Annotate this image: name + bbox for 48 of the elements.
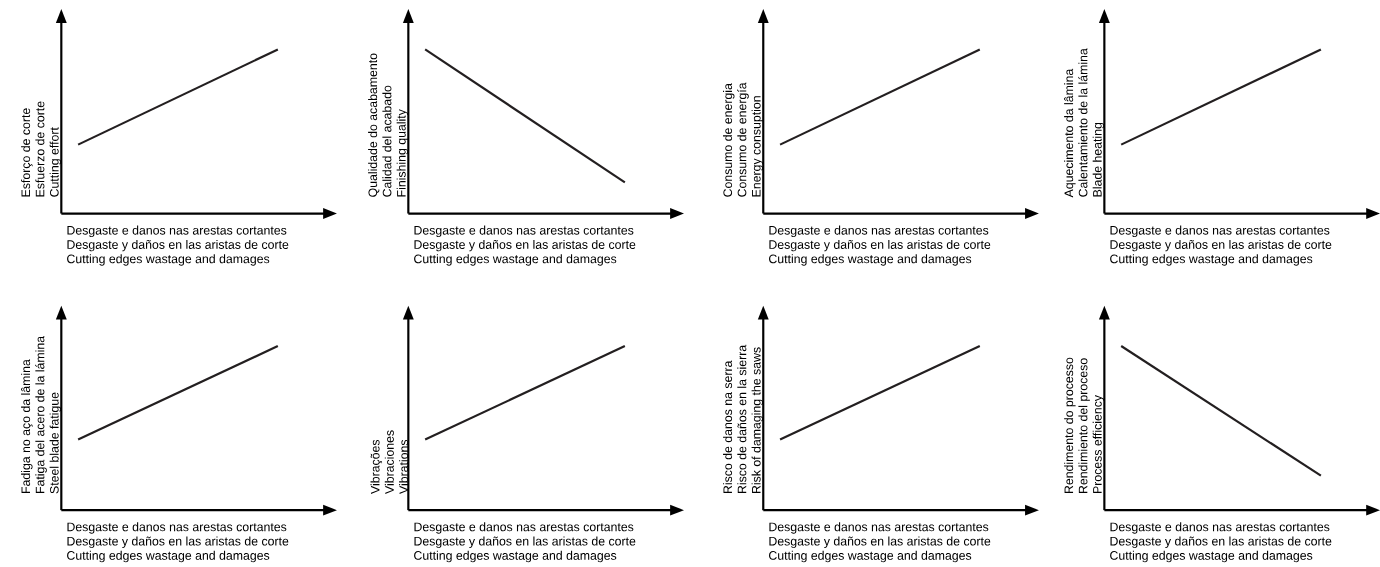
text: Rendimiento del proceso xyxy=(1078,358,1090,494)
text: Cutting edges wastage and damages xyxy=(1110,551,1313,563)
text: Finishing quality xyxy=(396,109,409,197)
text: Desgaste y daños en las aristas de corte xyxy=(414,536,636,549)
text: Desgaste y daños en las aristas de corte xyxy=(67,240,289,252)
text: Calidad del acabado xyxy=(382,85,392,198)
text: Desgaste e danos nas arestas cortantes xyxy=(414,225,634,238)
text: Energy consuption xyxy=(751,96,764,197)
text: Desgaste e danos nas arestas cortantes xyxy=(67,522,287,534)
text: Aquecimento da lâmina xyxy=(1064,69,1076,198)
text: Cutting edges wastage and damages xyxy=(769,551,972,563)
text: Risco de daños en la sierra xyxy=(737,345,747,494)
text: Risk of damaging the saws xyxy=(751,347,764,494)
text: Desgaste y daños en las aristas de corte xyxy=(769,536,991,549)
text: Rendimento do processo xyxy=(1064,357,1076,494)
text: Desgaste e danos nas arestas cortantes xyxy=(769,522,989,534)
text: Vibraciones xyxy=(384,430,394,495)
text: Calentamiento de la lámina xyxy=(1078,48,1088,198)
text: Desgaste y daños en las aristas de corte xyxy=(1110,536,1332,549)
text: Consumo de energía xyxy=(737,82,749,198)
text: Vibrations xyxy=(399,440,409,495)
text: Cutting edges wastage and damages xyxy=(414,551,617,563)
text: Desgaste y daños en las aristas de corte xyxy=(1110,240,1332,252)
text: Esfuerzo de corte xyxy=(35,101,45,197)
text: Cutting edges wastage and damages xyxy=(414,254,617,266)
text: Process efficiency xyxy=(1092,395,1105,494)
text: Vibrações xyxy=(370,440,383,495)
text: Desgaste e danos nas arestas cortantes xyxy=(1110,522,1330,534)
text: Cutting edges wastage and damages xyxy=(67,551,270,563)
text: Cutting edges wastage and damages xyxy=(769,254,972,266)
text: Esforço de corte xyxy=(21,108,33,197)
text: Cutting edges wastage and damages xyxy=(67,254,270,266)
text: Desgaste y daños en las aristas de corte xyxy=(414,240,636,252)
text: Steel blade fatigue xyxy=(49,392,62,494)
text: Desgaste y daños en las aristas de corte xyxy=(67,536,289,549)
text: Fatiga del acero de la lámina xyxy=(35,336,47,494)
text: Desgaste e danos nas arestas cortantes xyxy=(414,522,634,534)
text: Risco de danos na serra xyxy=(723,360,733,494)
text: Cutting edges wastage and damages xyxy=(1110,254,1313,266)
text: Desgaste e danos nas arestas cortantes xyxy=(67,225,287,238)
text: Desgaste e danos nas arestas cortantes xyxy=(769,225,989,238)
text: Cutting effort xyxy=(49,127,62,198)
text: Consumo de energia xyxy=(723,83,735,198)
text: Desgaste e danos nas arestas cortantes xyxy=(1110,225,1330,238)
text: Qualidade do acabamento xyxy=(368,53,380,198)
text: Desgaste y daños en las aristas de corte xyxy=(769,240,991,252)
text: Fadiga no aço da lâmina xyxy=(21,359,33,494)
text: Blade heating xyxy=(1092,123,1105,197)
